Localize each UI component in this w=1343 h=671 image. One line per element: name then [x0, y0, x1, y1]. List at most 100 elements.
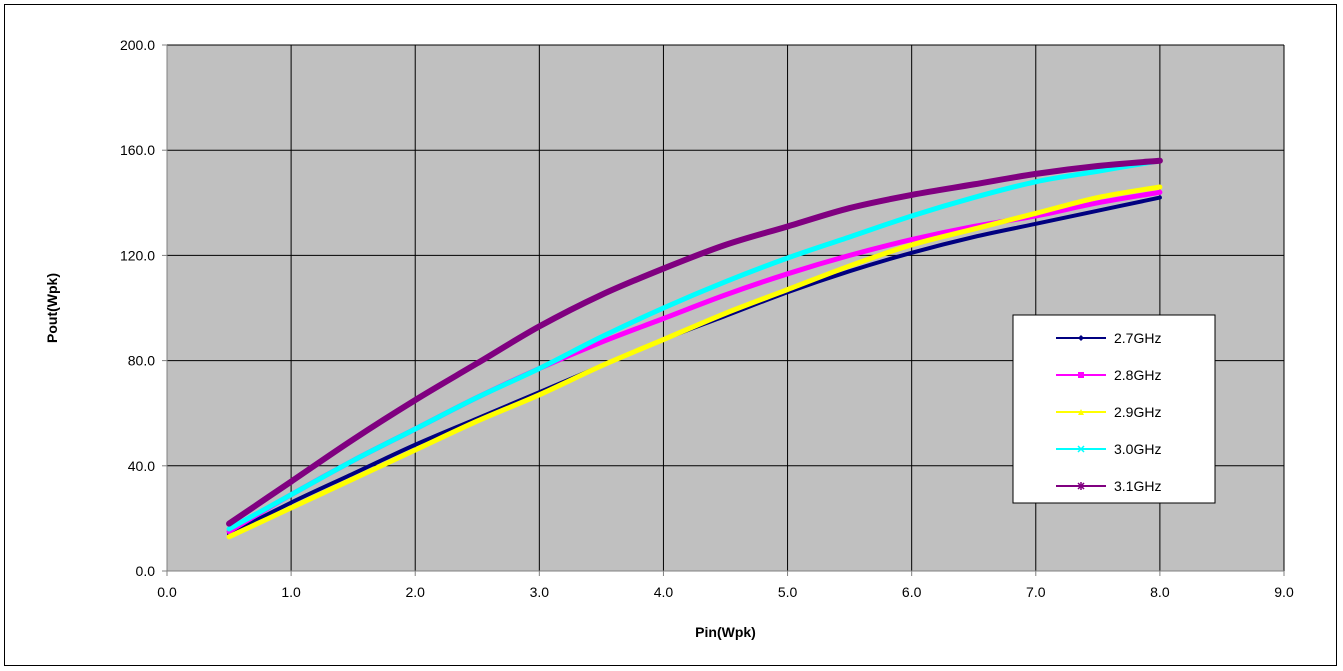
x-tick-label: 7.0	[1026, 584, 1046, 600]
data-point-3-0ghz	[723, 280, 728, 284]
y-tick-label: 160.0	[120, 142, 155, 158]
data-point-3-1ghz	[1096, 164, 1100, 168]
data-point-2-9ghz	[910, 243, 914, 247]
x-tick-label: 0.0	[157, 584, 177, 600]
legend-box	[1012, 314, 1216, 504]
data-point-2-8ghz	[723, 293, 728, 297]
legend: 2.7GHz 2.8GHz 2.9GHz 3.0GHz 3.1GHz	[1012, 314, 1216, 504]
data-point-3-0ghz	[910, 214, 914, 218]
data-point-3-0ghz	[972, 195, 976, 200]
data-point-2-7ghz	[351, 472, 355, 476]
data-point-2-7ghz	[1096, 209, 1100, 213]
data-point-3-0ghz	[848, 235, 852, 239]
data-point-2-9ghz	[537, 393, 541, 397]
y-tick-label: 40.0	[128, 458, 155, 474]
data-point-2-9ghz	[1096, 195, 1100, 200]
x-tick-label: 8.0	[1150, 584, 1170, 600]
legend-label-2-7ghz: 2.7GHz	[1114, 330, 1161, 346]
x-axis-title: Pin(Wpk)	[695, 624, 756, 640]
data-point-2-7ghz	[1158, 195, 1162, 200]
x-tick-label: 5.0	[778, 584, 798, 600]
data-point-2-7ghz	[848, 269, 852, 273]
legend-marker-2-8ghz	[1078, 372, 1084, 378]
legend-label-3-0ghz: 3.0GHz	[1114, 441, 1161, 457]
data-point-3-1ghz	[972, 182, 976, 186]
x-tick-label: 6.0	[902, 584, 922, 600]
data-point-3-1ghz	[723, 243, 728, 247]
data-point-2-8ghz	[599, 340, 603, 344]
data-point-2-7ghz	[910, 251, 914, 255]
x-tick-label: 1.0	[281, 584, 301, 600]
data-point-2-9ghz	[723, 311, 728, 315]
legend-marker-3-1ghz	[1077, 482, 1085, 490]
data-point-2-8ghz	[910, 238, 914, 242]
data-point-2-8ghz	[785, 272, 790, 276]
data-point-3-1ghz	[537, 324, 541, 329]
data-point-2-9ghz	[661, 337, 666, 342]
data-point-3-0ghz	[1096, 169, 1100, 173]
y-tick-label: 120.0	[120, 247, 155, 263]
data-point-2-7ghz	[289, 501, 293, 505]
y-axis-title: Pout(Wpk)	[44, 273, 60, 343]
data-point-2-8ghz	[1096, 201, 1100, 205]
data-point-2-9ghz	[972, 227, 976, 231]
y-tick-labels: 0.0 40.0 80.0 120.0 160.0 200.0	[120, 37, 167, 579]
data-point-2-7ghz	[972, 235, 976, 239]
legend-label-2-9ghz: 2.9GHz	[1114, 404, 1161, 420]
series-line-2-9ghz	[226, 184, 1163, 540]
data-point-3-1ghz	[475, 361, 479, 365]
legend-label-2-8ghz: 2.8GHz	[1114, 367, 1161, 383]
series-line-3-0ghz	[226, 158, 1163, 532]
data-point-3-0ghz	[661, 306, 666, 310]
data-point-2-8ghz	[848, 253, 852, 257]
data-point-2-9ghz	[1158, 185, 1162, 189]
legend-marker-2-9ghz	[1078, 409, 1084, 415]
data-point-3-0ghz	[227, 527, 231, 531]
y-tick-label: 80.0	[128, 353, 155, 369]
data-point-3-1ghz	[599, 293, 603, 297]
x-tick-label: 4.0	[654, 584, 674, 600]
data-point-3-1ghz	[848, 206, 852, 210]
data-point-2-9ghz	[475, 419, 479, 423]
data-point-3-1ghz	[910, 193, 914, 197]
data-point-3-0ghz	[785, 256, 790, 260]
series-lines	[226, 157, 1163, 540]
data-point-2-9ghz	[599, 364, 603, 368]
data-point-2-9ghz	[227, 535, 231, 539]
x-tick-label: 2.0	[405, 584, 425, 600]
legend-marker-2-7ghz	[1078, 335, 1084, 341]
data-point-3-0ghz	[537, 366, 541, 371]
data-point-3-1ghz	[413, 398, 417, 402]
x-tick-label: 9.0	[1274, 584, 1294, 600]
axes	[166, 45, 1284, 572]
x-tick-label: 3.0	[530, 584, 550, 600]
data-point-2-9ghz	[289, 506, 293, 510]
data-point-3-1ghz	[1158, 159, 1162, 163]
data-point-3-1ghz	[227, 522, 231, 526]
data-point-2-7ghz	[413, 443, 417, 447]
data-point-2-9ghz	[413, 448, 417, 452]
x-tick-labels: 0.0 1.0 2.0 3.0 4.0 5.0 6.0 7.0 8.0 9.0	[157, 571, 1294, 600]
data-point-3-1ghz	[661, 266, 666, 271]
data-point-3-1ghz	[1034, 172, 1038, 176]
data-point-2-9ghz	[848, 264, 852, 268]
data-point-3-1ghz	[289, 479, 293, 484]
data-point-2-9ghz	[785, 287, 790, 292]
legend-marker-3-0ghz	[1077, 445, 1085, 453]
data-point-2-9ghz	[351, 477, 355, 481]
line-chart: 0.0 1.0 2.0 3.0 4.0 5.0 6.0 7.0 8.0 9.0 0.0 40.0 80…	[44, 37, 1294, 640]
data-point-3-1ghz	[351, 437, 355, 442]
data-point-2-9ghz	[1034, 211, 1038, 215]
data-point-2-8ghz	[661, 316, 666, 321]
data-point-2-8ghz	[1158, 190, 1162, 194]
y-tick-label: 200.0	[120, 37, 155, 53]
data-point-3-0ghz	[351, 458, 355, 463]
data-point-3-0ghz	[1034, 180, 1038, 184]
y-tick-label: 0.0	[136, 563, 156, 579]
data-point-3-1ghz	[785, 224, 790, 229]
data-point-3-0ghz	[413, 427, 417, 431]
chart-frame: 0.0 1.0 2.0 3.0 4.0 5.0 6.0 7.0 8.0 9.0 0.0 40.0 80…	[4, 4, 1337, 666]
data-point-3-0ghz	[599, 335, 603, 339]
series-line-3-1ghz	[226, 157, 1163, 527]
data-point-3-0ghz	[289, 493, 293, 497]
